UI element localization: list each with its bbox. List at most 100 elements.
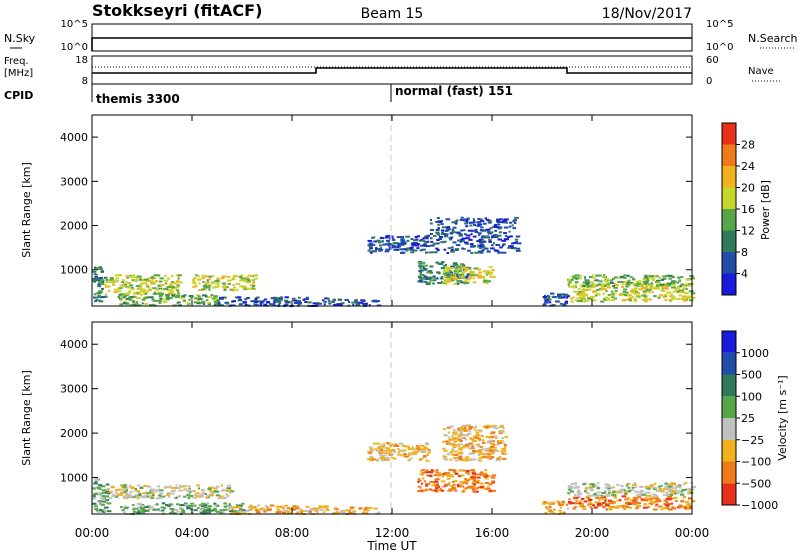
power-cell (437, 220, 441, 223)
velocity-cell (470, 476, 473, 479)
power-cell (226, 302, 230, 305)
power-cell (231, 289, 235, 292)
velocity-cell (375, 449, 381, 452)
power-cell (220, 277, 225, 279)
velocity-cell (573, 486, 578, 489)
velocity-cell (481, 441, 486, 444)
velocity-cell (364, 507, 368, 510)
power-cell (130, 298, 134, 301)
power-cell (565, 296, 569, 299)
velocity-cell (161, 509, 165, 512)
power-cell (544, 299, 550, 302)
power-cell (177, 291, 180, 294)
velocity-cell (132, 510, 137, 513)
velocity-cell (451, 431, 456, 434)
velocity-cell (499, 430, 505, 433)
power-cell (657, 296, 661, 299)
velocity-cell (555, 500, 560, 503)
velocity-cell (429, 475, 433, 477)
velocity-cell (442, 473, 446, 476)
power-cell (451, 221, 457, 224)
power-cell (453, 282, 458, 285)
power-cell (570, 297, 573, 300)
power-cell (381, 240, 385, 243)
power-cell (493, 236, 499, 239)
velocity-cell (451, 487, 456, 490)
power-cell (248, 287, 253, 290)
nsearch-tick-top: 10^5 (706, 19, 733, 30)
velocity-cell (149, 506, 154, 509)
velocity-cell (148, 508, 152, 510)
power-cell (643, 297, 648, 299)
power-cell (414, 236, 418, 238)
power-cell (564, 302, 568, 305)
velocity-cell (165, 494, 171, 496)
velocity-cell (431, 489, 436, 492)
power-cell (118, 287, 123, 290)
power-cell (591, 285, 596, 288)
power-cell (606, 284, 610, 287)
velocity-cell (503, 445, 507, 448)
velocity-cell (283, 509, 288, 512)
velocity-cell (663, 503, 667, 505)
velocity-cell (452, 438, 457, 441)
power-cell (673, 280, 677, 283)
power-cell (621, 286, 624, 289)
colorbar-swatch (722, 252, 736, 274)
velocity-cell (105, 495, 110, 498)
velocity-cell (276, 511, 282, 514)
velocity-cell (125, 492, 129, 495)
velocity-cell (561, 502, 565, 505)
velocity-cell (241, 502, 245, 505)
power-cell (176, 284, 180, 287)
velocity-cell (215, 504, 220, 507)
velocity-cell (458, 475, 462, 478)
power-cell (269, 303, 273, 306)
velocity-cell (352, 511, 356, 514)
velocity-cell (482, 448, 485, 451)
power-cell (419, 273, 422, 276)
power-cell (129, 304, 135, 307)
velocity-cell (133, 489, 137, 492)
power-cell (504, 221, 508, 224)
velocity-cell (238, 510, 243, 513)
power-cell (230, 304, 236, 307)
velocity-cell (491, 481, 496, 484)
velocity-cell (596, 486, 600, 488)
velocity-cell (104, 510, 108, 512)
velocity-cell (465, 482, 469, 485)
velocity-cell (124, 488, 128, 491)
power-cell (177, 277, 180, 280)
power-cell (668, 277, 672, 280)
power-cell (455, 275, 459, 278)
power-cell (619, 275, 625, 278)
velocity-cell (616, 483, 620, 486)
power-cell (412, 249, 418, 252)
power-cell (607, 286, 612, 289)
velocity-cell (179, 507, 183, 510)
velocity-cell (489, 457, 492, 460)
velocity-cell (421, 468, 425, 471)
velocity-cell (466, 432, 472, 435)
velocity-cell (484, 477, 489, 480)
power-cell (297, 302, 302, 305)
power-cell (294, 299, 297, 302)
power-cell (462, 281, 467, 284)
power-cell (633, 287, 638, 290)
power-cell (97, 268, 102, 270)
power-cell (682, 291, 685, 294)
velocity-cell (437, 489, 442, 492)
power-cell (254, 297, 258, 300)
velocity-cell (613, 496, 618, 499)
power-cell (378, 241, 382, 244)
power-cell (656, 284, 661, 287)
power-cell (633, 284, 639, 287)
power-cell (492, 242, 496, 245)
power-cell (621, 283, 625, 286)
velocity-cell (458, 448, 464, 451)
velocity-cell (381, 446, 386, 449)
velocity-cell (628, 506, 633, 509)
power-cell (465, 282, 470, 284)
velocity-cell (492, 426, 496, 429)
